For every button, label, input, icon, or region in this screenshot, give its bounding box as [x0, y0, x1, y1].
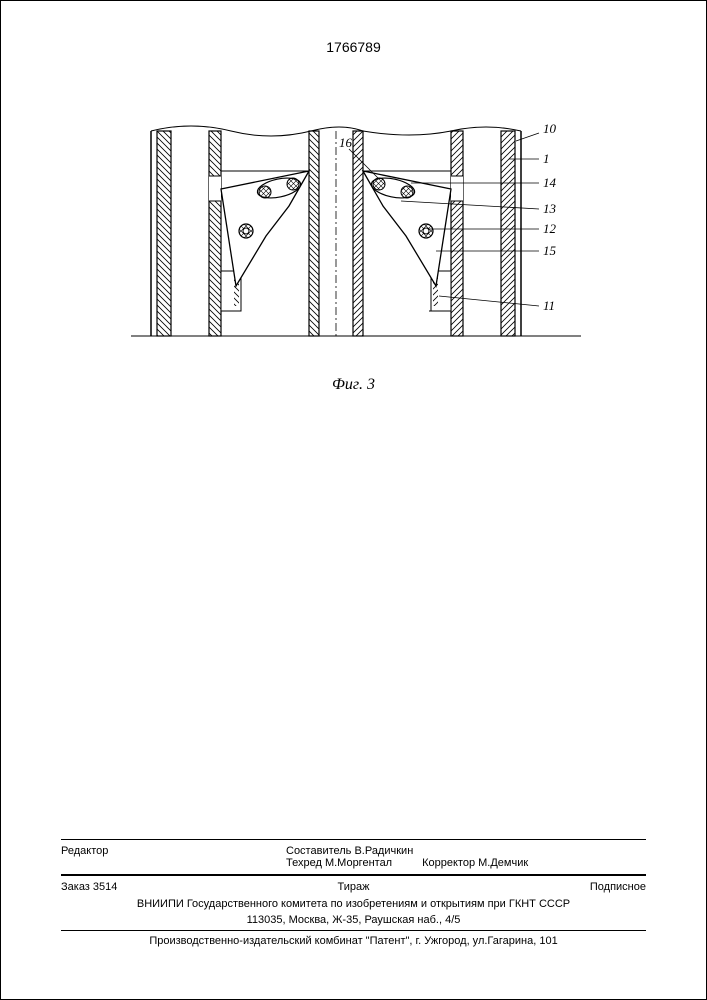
ref-label-10: 10 [543, 121, 556, 137]
ref-label-15: 15 [543, 243, 556, 259]
ref-label-13: 13 [543, 201, 556, 217]
page: 1766789 [0, 0, 707, 1000]
footer-row-credits: Редактор Составитель В.Радичкин Техред М… [61, 842, 646, 872]
ref-label-12: 12 [543, 221, 556, 237]
divider [61, 839, 646, 840]
corrector: Корректор М.Демчик [422, 857, 528, 869]
order-number: Заказ 3514 [61, 881, 256, 893]
circulation: Тираж [256, 881, 451, 893]
divider [61, 930, 646, 931]
institution-line2: 113035, Москва, Ж-35, Раушская наб., 4/5 [61, 912, 646, 928]
subscription: Подписное [451, 881, 646, 893]
patent-number: 1766789 [326, 39, 381, 55]
figure-drawing: 10 1 14 13 12 15 11 16 [131, 111, 581, 371]
ref-label-1: 1 [543, 151, 550, 167]
ref-label-14: 14 [543, 175, 556, 191]
footer-block: Редактор Составитель В.Радичкин Техред М… [61, 837, 646, 949]
figure-caption: Фиг. 3 [332, 376, 375, 394]
compiler: Составитель В.Радичкин [286, 845, 646, 857]
institution-line1: ВНИИПИ Государственного комитета по изоб… [61, 896, 646, 912]
footer-row-order: Заказ 3514 Тираж Подписное [61, 878, 646, 896]
techred: Техред М.Моргентал [286, 857, 392, 869]
divider-thick [61, 874, 646, 876]
printer-line: Производственно-издательский комбинат "П… [61, 933, 646, 949]
ref-label-16: 16 [339, 135, 352, 151]
editor-label: Редактор [61, 845, 286, 869]
ref-label-11: 11 [543, 298, 555, 314]
